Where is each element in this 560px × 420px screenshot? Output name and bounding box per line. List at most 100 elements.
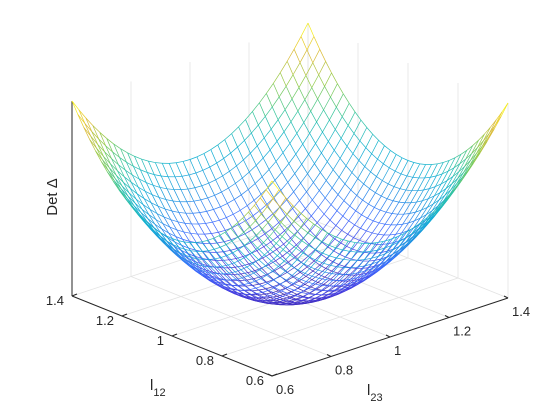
mesh-segment bbox=[272, 270, 280, 277]
mesh-segment bbox=[372, 260, 380, 265]
mesh-segment bbox=[374, 207, 381, 211]
mesh-segment bbox=[233, 274, 241, 281]
mesh-segment bbox=[285, 197, 294, 206]
mesh-segment bbox=[169, 226, 176, 237]
mesh-segment bbox=[290, 299, 297, 303]
mesh-segment bbox=[383, 150, 391, 164]
mesh-segment bbox=[425, 203, 434, 215]
mesh-segment bbox=[386, 253, 394, 259]
mesh-segment bbox=[196, 156, 204, 171]
mesh-segment bbox=[296, 252, 304, 261]
mesh-segment bbox=[373, 220, 380, 224]
mesh-segment bbox=[227, 266, 235, 269]
mesh-segment bbox=[161, 236, 168, 242]
mesh-segment bbox=[251, 247, 258, 254]
mesh-segment bbox=[378, 253, 386, 257]
x-tick-label: 0.8 bbox=[196, 353, 214, 368]
mesh-segment bbox=[178, 212, 186, 214]
mesh-segment bbox=[341, 220, 349, 231]
mesh-segment bbox=[306, 49, 314, 63]
mesh-segment bbox=[212, 277, 220, 284]
mesh-segment bbox=[335, 215, 344, 226]
mesh-segment bbox=[172, 244, 181, 254]
mesh-segment bbox=[274, 270, 281, 277]
mesh-segment bbox=[404, 190, 413, 203]
mesh-segment bbox=[290, 110, 299, 123]
mesh-segment bbox=[312, 190, 320, 201]
mesh-segment bbox=[192, 212, 200, 214]
mesh-segment bbox=[369, 188, 376, 193]
mesh-segment bbox=[344, 259, 351, 268]
mesh-segment bbox=[289, 295, 296, 299]
mesh-segment bbox=[382, 167, 390, 181]
mesh-segment bbox=[224, 228, 232, 233]
mesh-segment bbox=[355, 242, 363, 244]
mesh-segment bbox=[302, 133, 310, 145]
mesh-segment bbox=[327, 246, 334, 252]
mesh-segment bbox=[292, 200, 300, 209]
mesh-segment bbox=[253, 272, 261, 279]
mesh-segment bbox=[116, 175, 124, 183]
mesh-segment bbox=[374, 258, 381, 261]
mesh-segment bbox=[324, 270, 332, 278]
mesh-segment bbox=[367, 217, 374, 222]
mesh-segment bbox=[322, 285, 330, 291]
mesh-segment bbox=[349, 242, 356, 252]
mesh-segment bbox=[335, 288, 343, 294]
mesh-segment bbox=[225, 279, 233, 286]
mesh-segment bbox=[367, 270, 375, 275]
y-tick-mark bbox=[385, 334, 391, 338]
mesh-segment bbox=[263, 296, 271, 301]
mesh-segment bbox=[263, 297, 271, 299]
mesh-segment bbox=[402, 213, 410, 225]
mesh-segment bbox=[310, 299, 318, 302]
mesh-segment bbox=[254, 176, 263, 184]
mesh-segment bbox=[269, 149, 277, 162]
mesh-segment bbox=[323, 293, 330, 298]
mesh-segment bbox=[276, 141, 284, 153]
mesh-segment bbox=[327, 232, 335, 237]
mesh-segment bbox=[151, 194, 159, 207]
mesh-segment bbox=[390, 150, 397, 155]
mesh-segment bbox=[370, 234, 379, 244]
mesh-segment bbox=[204, 233, 212, 235]
mesh-segment bbox=[102, 159, 110, 169]
mesh-segment bbox=[257, 238, 265, 247]
mesh-segment bbox=[235, 183, 242, 195]
mesh-segment bbox=[316, 213, 325, 223]
mesh-segment bbox=[256, 234, 264, 243]
mesh-segment bbox=[178, 247, 185, 250]
mesh-segment bbox=[259, 197, 268, 207]
mesh-segment bbox=[419, 163, 426, 165]
mesh-segment bbox=[415, 209, 422, 213]
mesh-segment bbox=[302, 252, 311, 258]
mesh-segment bbox=[228, 272, 237, 280]
mesh-segment bbox=[263, 128, 272, 139]
mesh-segment bbox=[214, 195, 221, 207]
mesh-segment bbox=[169, 226, 177, 231]
mesh-segment bbox=[472, 139, 479, 146]
mesh-segment bbox=[330, 96, 337, 108]
mesh-segment bbox=[183, 231, 191, 234]
mesh-segment bbox=[274, 171, 283, 181]
mesh-segment bbox=[309, 249, 317, 258]
mesh-segment bbox=[215, 257, 222, 260]
mesh-segment bbox=[190, 233, 197, 243]
mesh-segment bbox=[261, 206, 268, 215]
mesh-segment bbox=[180, 189, 188, 202]
mesh-segment bbox=[353, 276, 361, 279]
mesh-segment bbox=[304, 223, 311, 232]
mesh-segment bbox=[230, 146, 238, 154]
mesh-segment bbox=[177, 221, 184, 233]
mesh-segment bbox=[356, 243, 363, 253]
mesh-segment bbox=[314, 289, 322, 291]
mesh-segment bbox=[287, 287, 295, 291]
mesh-segment bbox=[292, 74, 300, 88]
mesh-segment bbox=[271, 260, 279, 267]
mesh-segment bbox=[183, 241, 191, 251]
mesh-segment bbox=[248, 205, 255, 213]
mesh-segment bbox=[313, 172, 321, 183]
mesh-segment bbox=[291, 223, 298, 232]
mesh-segment bbox=[278, 290, 285, 295]
